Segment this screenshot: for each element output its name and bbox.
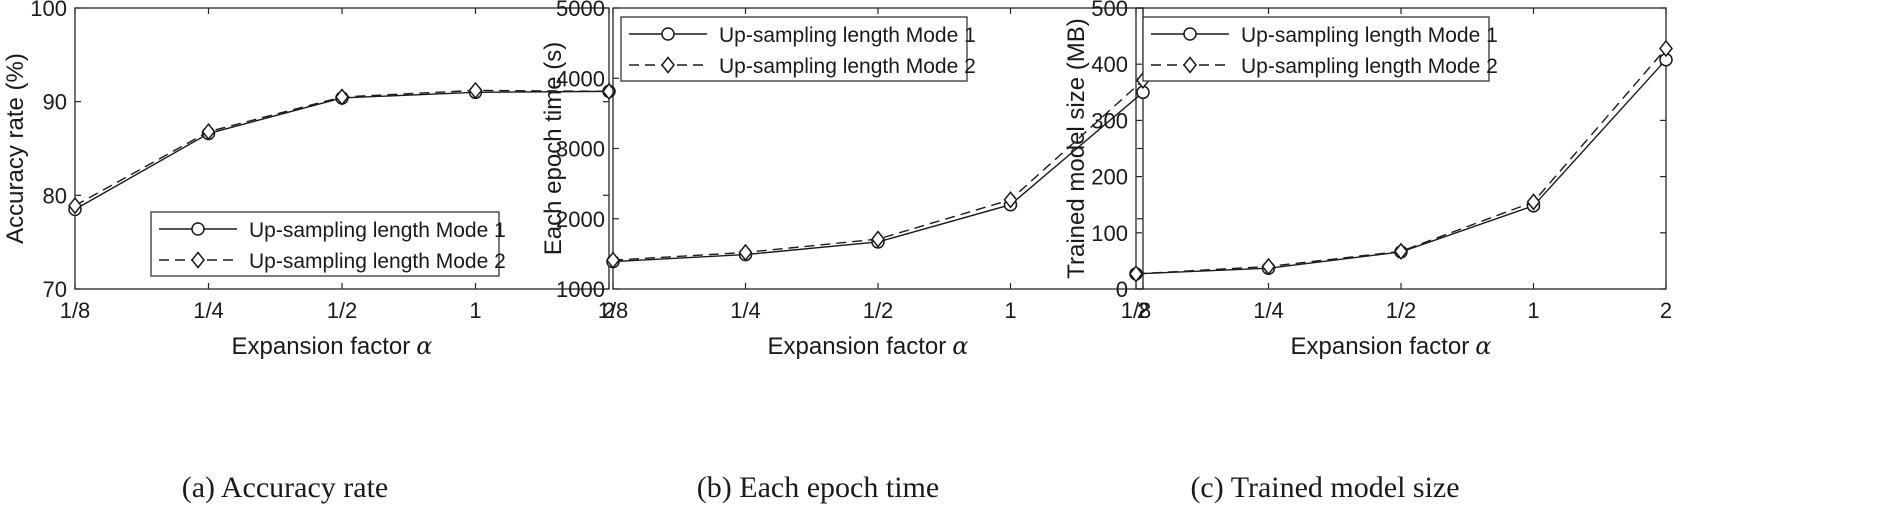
y-tick-label: 3000	[556, 137, 605, 162]
y-tick-label: 300	[1091, 108, 1128, 133]
y-tick-label: 500	[1091, 0, 1128, 21]
series-2	[1129, 39, 1673, 283]
y-tick-label: 0	[1116, 277, 1128, 302]
legend-label: Up-sampling length Mode 1	[249, 219, 506, 242]
x-axis-label-text: Expansion factor	[232, 333, 411, 360]
x-tick-label: 1/4	[1253, 298, 1284, 323]
x-axis-label: Expansion factor α	[232, 332, 433, 360]
y-tick-label: 100	[1091, 221, 1128, 246]
x-tick-label: 1/8	[60, 298, 91, 323]
x-axis-label-symbol: α	[1475, 332, 1491, 360]
legend-marker-circle	[191, 222, 205, 236]
legend-box	[150, 211, 500, 277]
data-point-diamond	[201, 122, 216, 141]
series-line	[74, 90, 610, 210]
legend-marker-circle	[661, 27, 675, 41]
x-tick-label: 2	[603, 298, 615, 323]
series-line	[1135, 59, 1667, 275]
legend: Up-sampling length Mode 1 Up-sampling len…	[150, 211, 506, 277]
x-axis-label-text: Expansion factor	[768, 333, 947, 360]
legend-label: Up-sampling length Mode 1	[719, 24, 976, 47]
data-point-diamond	[1526, 193, 1541, 211]
legend-marker-diamond	[1183, 56, 1197, 74]
legend: Up-sampling length Mode 1 Up-sampling len…	[1142, 16, 1498, 82]
legend-box	[1142, 16, 1490, 82]
x-tick-label: 1/2	[1386, 298, 1417, 323]
x-tick-label: 1/2	[327, 298, 358, 323]
data-point-diamond	[68, 196, 82, 215]
x-axis-label: Expansion factor α	[768, 332, 969, 360]
x-axis-label: Expansion factor α	[1291, 332, 1492, 360]
legend-label: Up-sampling length Mode 2	[719, 55, 976, 78]
chart-panel-1: 70 80 90 100 1/8 1/4 1/2 1 2 Expansion factor α Acc…	[2, 0, 616, 504]
series-line	[1135, 48, 1667, 275]
x-tick-label: 1	[469, 298, 481, 323]
data-point-diamond	[1659, 39, 1673, 58]
y-tick-label: 2000	[556, 207, 605, 232]
legend-label: Up-sampling length Mode 2	[1241, 55, 1498, 78]
legend-marker-diamond	[661, 56, 675, 74]
legend-label: Up-sampling length Mode 1	[1241, 24, 1498, 47]
x-tick-label: 1/8	[1121, 298, 1152, 323]
y-tick-label: 1000	[556, 277, 605, 302]
y-tick-label: 100	[30, 0, 67, 21]
x-tick-label: 1/4	[193, 298, 224, 323]
x-tick-label: 1	[1004, 298, 1016, 323]
series-line	[74, 89, 610, 207]
data-point-diamond	[1261, 257, 1276, 276]
y-axis-label: Each epoch time (s)	[540, 42, 567, 255]
y-tick-label: 80	[43, 183, 67, 208]
series-2	[68, 81, 616, 215]
data-point-diamond	[1003, 191, 1018, 209]
x-axis-label-symbol: α	[952, 332, 968, 360]
x-tick-label: 2	[1660, 298, 1672, 323]
x-tick-label: 1/2	[863, 298, 894, 323]
legend-label: Up-sampling length Mode 2	[249, 250, 506, 273]
y-tick-label: 70	[43, 277, 67, 302]
chart-panel-3: 0 100 200 300 400 500 1/8 1/4 1/2 1 2 Expansion fac…	[1063, 0, 1673, 504]
x-tick-label: 2	[1137, 298, 1149, 323]
x-tick-label: 1/4	[730, 298, 761, 323]
x-axis-label-text: Expansion factor	[1291, 333, 1470, 360]
x-axis-label-symbol: α	[416, 332, 432, 360]
y-tick-label: 4000	[556, 66, 605, 91]
series-2	[606, 71, 1150, 269]
data-point-diamond	[738, 243, 753, 262]
panel-caption: (a) Accuracy rate	[182, 471, 389, 504]
data-point-diamond	[335, 88, 349, 106]
legend: Up-sampling length Mode 1 Up-sampling len…	[620, 16, 976, 82]
y-axis-label: Trained model size (MB)	[1063, 18, 1090, 279]
y-tick-label: 5000	[556, 0, 605, 21]
legend-box	[620, 16, 968, 82]
legend-marker-circle	[1183, 27, 1197, 41]
y-tick-label: 400	[1091, 52, 1128, 77]
x-tick-label: 1/8	[598, 298, 629, 323]
y-tick-label: 90	[43, 90, 67, 115]
data-point-diamond	[1129, 265, 1143, 283]
y-tick-label: 200	[1091, 165, 1128, 190]
data-point-diamond	[606, 251, 620, 269]
panel-caption: (c) Trained model size	[1190, 471, 1459, 504]
data-point-diamond	[871, 230, 885, 248]
x-tick-label: 1	[1527, 298, 1539, 323]
legend-marker-diamond	[191, 251, 205, 269]
y-axis-label: Accuracy rate (%)	[2, 53, 29, 244]
panel-caption: (b) Each epoch time	[697, 471, 939, 504]
data-point-diamond	[468, 81, 483, 100]
data-point-diamond	[1394, 242, 1408, 261]
